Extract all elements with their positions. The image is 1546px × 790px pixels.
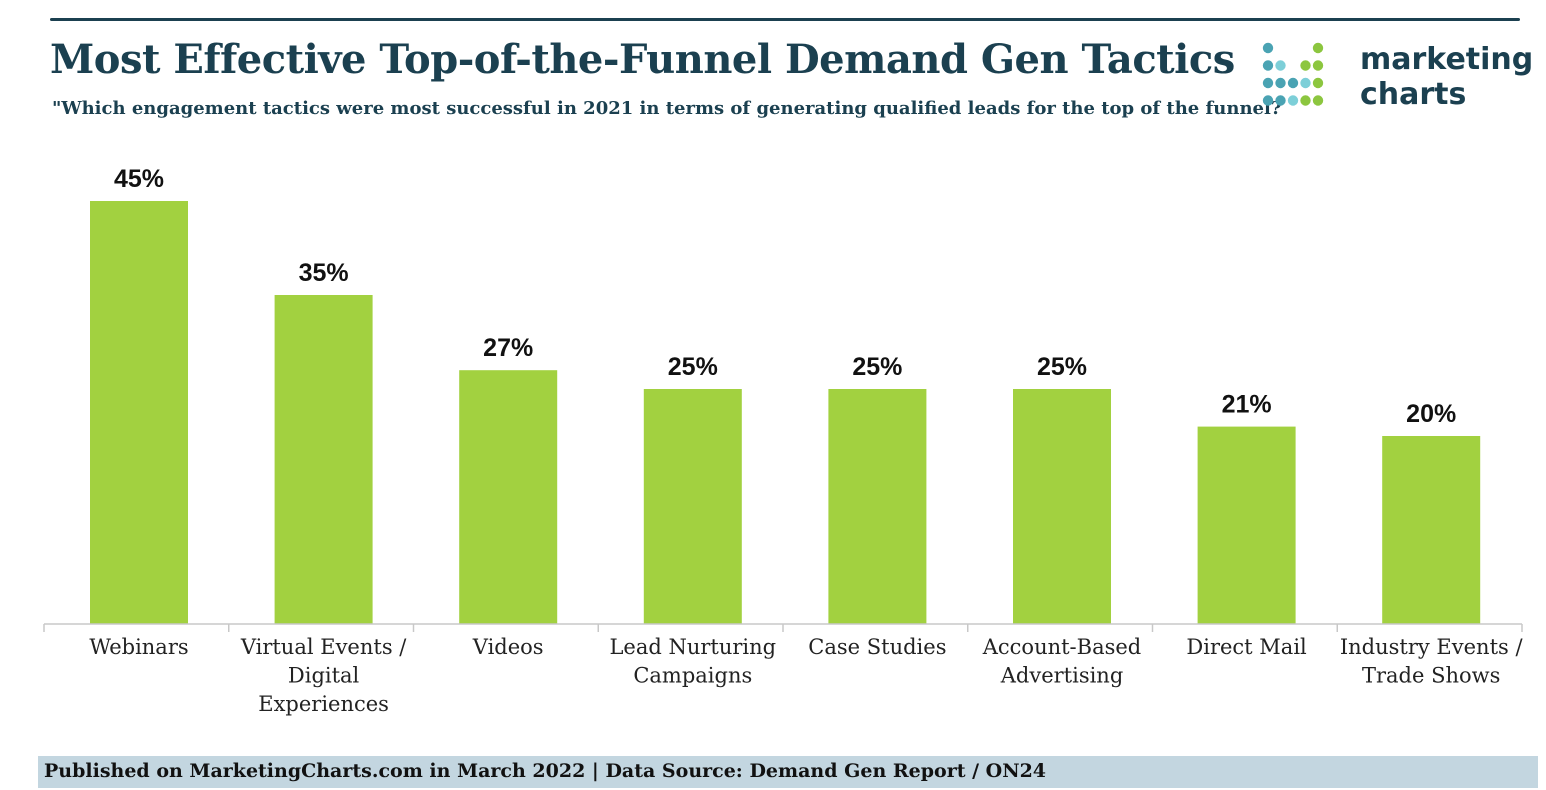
logo-dot (1287, 77, 1299, 89)
logo-dot (1262, 95, 1274, 106)
category-label-3-0: Lead Nurturing (609, 635, 776, 659)
logo-line-2: charts (1360, 77, 1467, 112)
bar-4 (828, 389, 927, 624)
chart-subtitle: "Which engagement tactics were most succ… (52, 98, 1282, 119)
chart-title: Most Effective Top-of-the-Funnel Demand … (50, 36, 1235, 83)
category-label-5-0: Account-Based (982, 635, 1142, 659)
value-label-1: 35% (299, 259, 349, 287)
category-label-1-0: Virtual Events / (240, 635, 407, 659)
logo-dot (1275, 95, 1286, 106)
category-label-2-0: Videos (472, 635, 544, 659)
logo-dot (1262, 77, 1274, 89)
logo-dot (1300, 77, 1311, 89)
logo-dot (1287, 95, 1299, 106)
value-label-4: 25% (852, 353, 902, 381)
category-label-7-1: Trade Shows (1362, 664, 1500, 688)
bar-2 (459, 370, 558, 624)
bar-0 (90, 201, 188, 624)
marketingcharts-logo: marketing charts (1262, 42, 1534, 117)
footer-band: Published on MarketingCharts.com in Marc… (38, 756, 1538, 788)
footer-source: Published on MarketingCharts.com in Marc… (44, 760, 1047, 782)
top-rule (50, 18, 1520, 21)
logo-dot (1312, 42, 1324, 54)
value-label-3: 25% (668, 353, 718, 381)
category-label-3-1: Campaigns (633, 664, 752, 688)
bar-1 (274, 295, 373, 624)
logo-dot (1262, 42, 1274, 54)
category-label-5-1: Advertising (1000, 664, 1124, 688)
bar-chart: 45% Webinars 35% Virtual Events / Digital Exp… (43, 165, 1524, 716)
logo-dot (1262, 60, 1274, 71)
bar-6 (1197, 426, 1296, 624)
logo-dots-icon (1262, 42, 1324, 106)
logo-dot (1300, 60, 1311, 71)
bar-5 (1013, 389, 1111, 624)
category-label-6-0: Direct Mail (1186, 635, 1307, 659)
category-label-7-0: Industry Events / (1340, 635, 1524, 659)
logo-dot (1275, 77, 1286, 89)
logo-dot (1312, 95, 1324, 106)
value-label-5: 25% (1037, 353, 1087, 381)
value-label-7: 20% (1406, 400, 1456, 428)
logo-line-1: marketing (1360, 42, 1534, 77)
category-label-1-2: Experiences (258, 692, 389, 716)
bar-7 (1382, 436, 1481, 624)
value-label-2: 27% (483, 334, 533, 362)
bar-3 (643, 389, 742, 624)
logo-dot (1312, 60, 1324, 71)
logo-dot (1275, 60, 1286, 71)
category-label-1-1: Digital (288, 664, 360, 688)
value-label-0: 45% (114, 165, 164, 193)
logo-dot (1312, 77, 1324, 89)
category-label-4-0: Case Studies (808, 635, 946, 659)
category-label-0-0: Webinars (89, 635, 188, 659)
logo-dot (1300, 95, 1311, 106)
value-label-6: 21% (1222, 391, 1272, 419)
